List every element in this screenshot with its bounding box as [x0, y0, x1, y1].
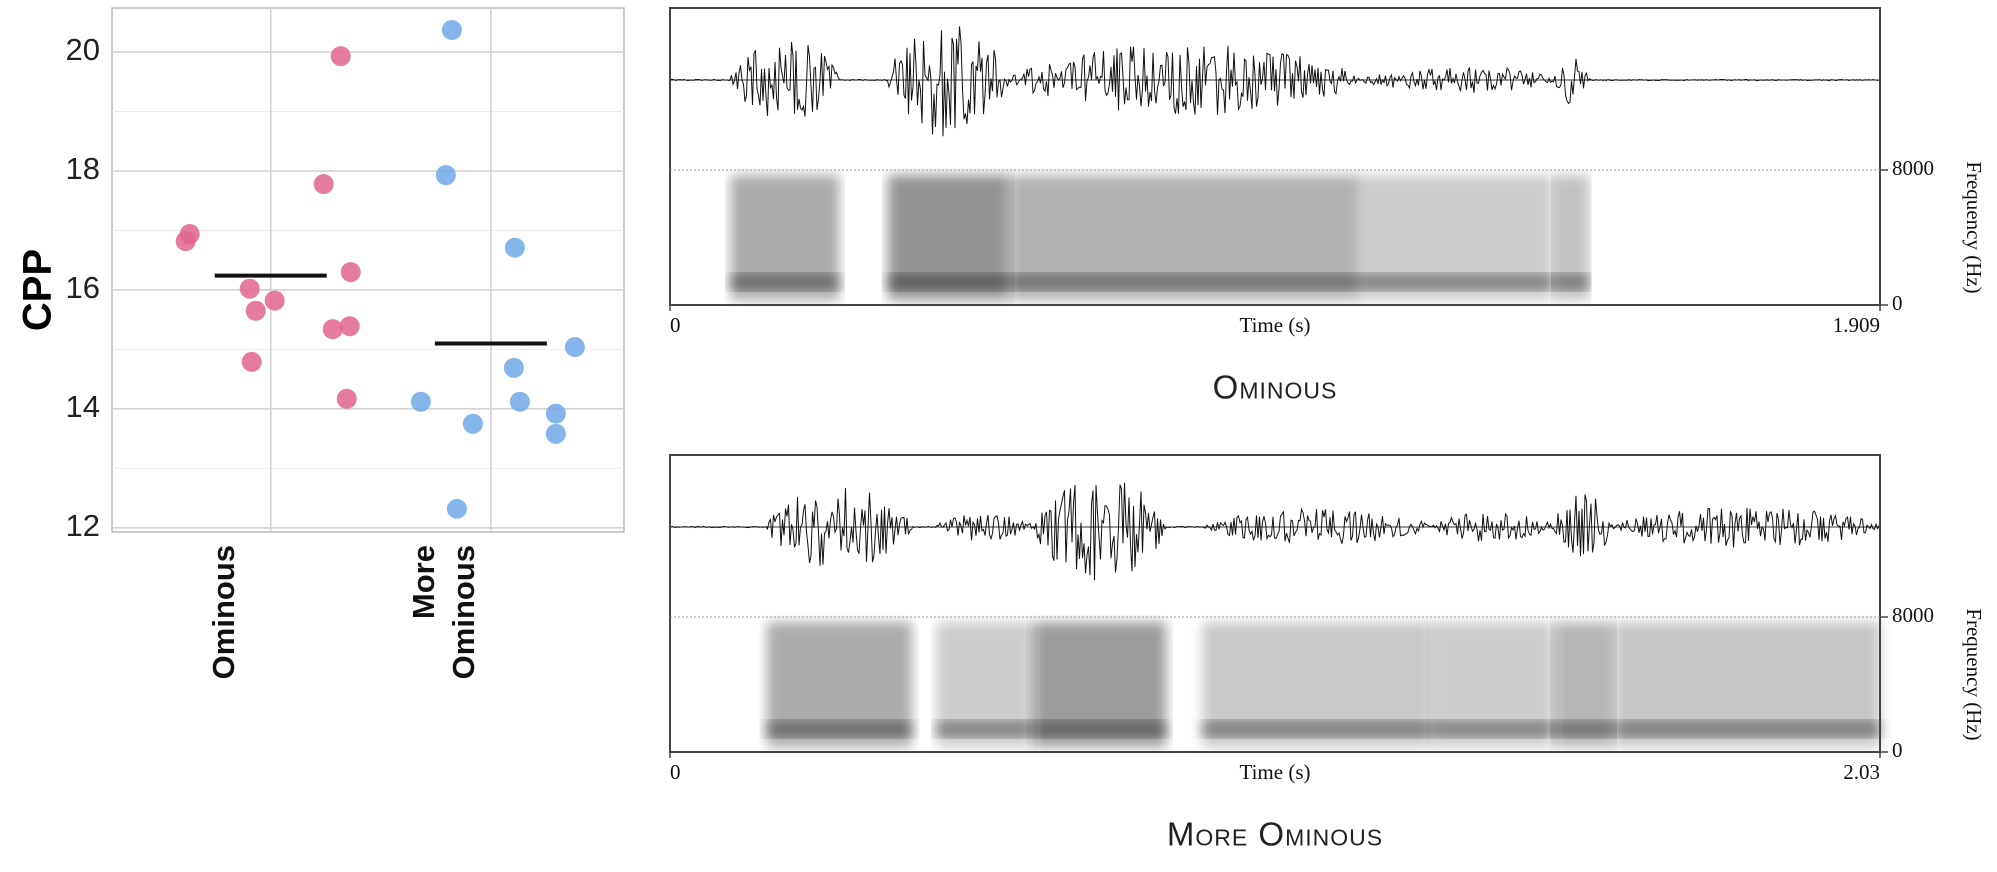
data-point	[322, 319, 343, 340]
panel-caption: Ominous	[1213, 369, 1338, 406]
panel-frame	[669, 7, 1881, 306]
data-point	[462, 413, 483, 434]
spectrogram-formant	[1033, 720, 1167, 738]
spectrogram-formant	[1553, 273, 1590, 291]
y2-tick-label: 0	[1892, 291, 1903, 315]
data-point	[435, 165, 456, 186]
data-point	[245, 300, 266, 321]
x-tick-label: 0	[670, 760, 681, 784]
data-point	[340, 262, 361, 283]
y-axis-label: CPP	[16, 249, 60, 331]
x-tick-label-line: Ominous	[446, 545, 481, 679]
data-point	[564, 337, 585, 358]
plot-background	[111, 7, 625, 533]
x-tick-label: Ominous	[206, 545, 241, 679]
y2-axis-label: Frequency (Hz)	[1962, 608, 1986, 740]
y2-axis-label: Frequency (Hz)	[1962, 161, 1986, 293]
data-point	[545, 423, 566, 444]
data-point	[175, 231, 196, 252]
y-tick-label: 16	[66, 270, 100, 305]
y-tick-label: 20	[66, 32, 100, 67]
spectrogram-formant	[936, 720, 1033, 738]
data-point	[504, 237, 525, 258]
data-point	[239, 278, 260, 299]
y-tick-label: 12	[66, 508, 100, 543]
spectrogram-formant	[1613, 720, 1880, 738]
data-point	[336, 388, 357, 409]
x-axis-label: Time (s)	[1240, 313, 1311, 337]
waveform	[669, 26, 1880, 137]
waveform	[669, 482, 1880, 581]
y2-tick-label: 8000	[1892, 603, 1934, 627]
x-axis-label: Time (s)	[1240, 760, 1311, 784]
spectrogram-formant	[730, 273, 840, 291]
data-point	[503, 357, 524, 378]
x-tick-label-line: More	[406, 545, 441, 619]
y2-tick-label: 8000	[1892, 156, 1934, 180]
panel-caption: More Ominous	[1167, 816, 1383, 853]
data-point	[241, 351, 262, 372]
spectrogram-formant	[1008, 273, 1360, 291]
data-point	[339, 316, 360, 337]
data-point	[313, 174, 334, 195]
y-tick-label: 18	[66, 151, 100, 186]
data-point	[446, 498, 467, 519]
y-tick-label: 14	[66, 389, 100, 424]
data-point	[509, 391, 530, 412]
panel-frame	[669, 454, 1881, 753]
data-point	[410, 391, 431, 412]
spectrogram-formant	[1202, 720, 1433, 738]
x-tick-label: 0	[670, 313, 681, 337]
spectrogram-formant	[1359, 273, 1554, 291]
data-point	[264, 290, 285, 311]
y2-tick-label: 0	[1892, 738, 1903, 762]
spectrogram-formant	[766, 720, 912, 738]
x-tick-label: More Ominous	[406, 545, 481, 679]
data-point	[545, 403, 566, 424]
data-point	[330, 46, 351, 67]
data-point	[441, 20, 462, 41]
spectrogram-formant	[1432, 720, 1554, 738]
spectrogram-formant	[1553, 720, 1614, 738]
spectrogram-formant	[887, 273, 1009, 291]
x-tick-label: 2.03	[1843, 760, 1880, 784]
x-tick-label: 1.909	[1833, 313, 1880, 337]
